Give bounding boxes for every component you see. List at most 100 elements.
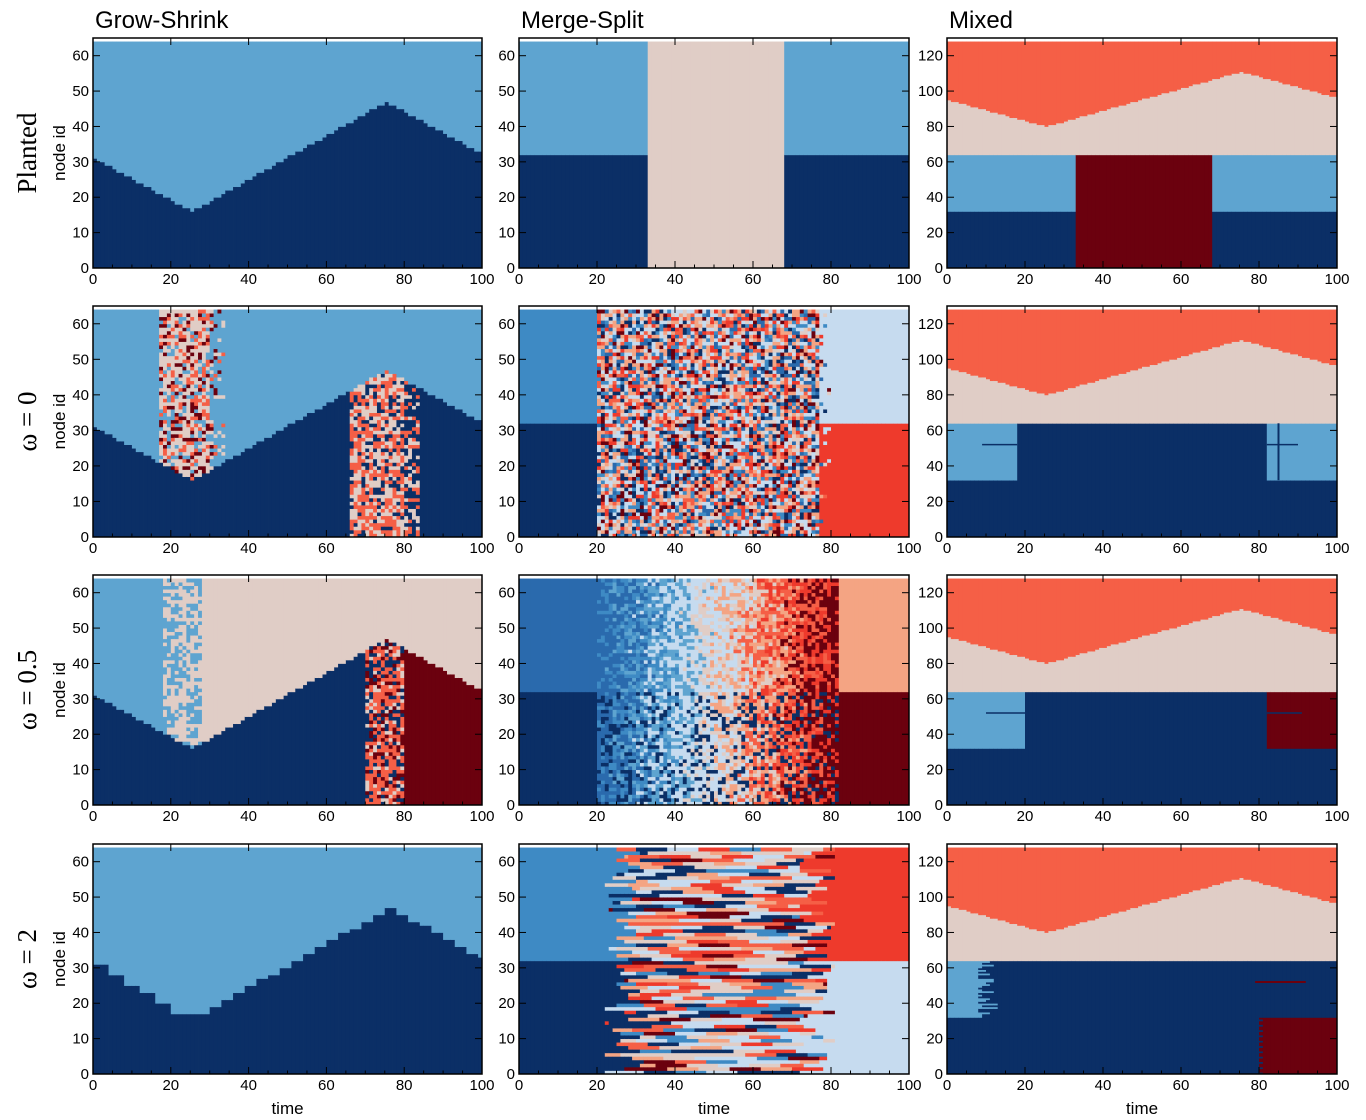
heatmap-cell [600, 473, 606, 477]
heatmap-cell [373, 391, 378, 399]
heatmap-cell [240, 183, 246, 269]
heatmap-cell [190, 433, 195, 438]
heatmap-cell [663, 412, 668, 421]
heatmap-cell [190, 320, 195, 332]
heatmap-cell [604, 448, 610, 453]
heatmap-cell [620, 352, 625, 357]
heatmap-cell [737, 366, 742, 371]
heatmap-cell [616, 412, 621, 417]
heatmap-cell [616, 337, 621, 342]
heatmap-cell [349, 480, 355, 485]
heatmap-cell [174, 391, 179, 396]
heatmap-cell [682, 533, 688, 538]
heatmap-cell [217, 337, 222, 342]
heatmap-cell [686, 512, 691, 517]
heatmap-cell [663, 526, 668, 531]
heatmap-cell [190, 380, 195, 385]
heatmap-cell [768, 501, 773, 506]
heatmap-cell [784, 398, 789, 403]
heatmap-cell [737, 362, 742, 367]
heatmap-cell [655, 455, 660, 460]
heatmap-cell [780, 362, 785, 367]
heatmap-cell [369, 469, 374, 474]
heatmap-cell [768, 320, 773, 325]
heatmap-cell [178, 316, 183, 325]
heatmap-cell [558, 423, 563, 538]
heatmap-cell [380, 519, 386, 524]
heatmap-cell [369, 437, 374, 442]
heatmap-cell [616, 462, 621, 467]
heatmap-cell [1208, 154, 1213, 269]
heatmap-cell [764, 384, 769, 389]
heatmap-cell [186, 327, 191, 332]
heatmap-cell [190, 426, 195, 431]
heatmap-cell [205, 337, 211, 342]
heatmap-cell [608, 437, 613, 442]
heatmap-cell [174, 355, 179, 360]
heatmap-cell [651, 465, 656, 474]
heatmap-cell [702, 423, 707, 428]
heatmap-cell [373, 469, 378, 477]
heatmap-cell [392, 469, 397, 477]
heatmap-cell [905, 41, 910, 156]
heatmap-cell [427, 394, 432, 538]
heatmap-cell [205, 320, 211, 328]
heatmap-cell [639, 519, 645, 524]
heatmap-cell [604, 320, 610, 325]
heatmap-cell [616, 505, 621, 513]
heatmap-cell [698, 430, 703, 435]
heatmap-cell [624, 320, 629, 325]
heatmap-cell [729, 515, 734, 520]
heatmap-cell [380, 377, 386, 382]
heatmap-cell [694, 334, 699, 339]
heatmap-cell [608, 519, 613, 524]
heatmap-cell [612, 380, 617, 385]
heatmap-cell [710, 522, 715, 527]
heatmap-cell [993, 211, 999, 269]
heatmap-cell [854, 154, 859, 269]
heatmap-cell [710, 465, 715, 470]
heatmap-cell [450, 41, 456, 138]
heatmap-cell [299, 41, 304, 152]
x-tick-label: 40 [667, 271, 684, 288]
heatmap-cell [772, 419, 777, 424]
heatmap-cell [1145, 41, 1151, 99]
heatmap-cell [597, 362, 602, 367]
heatmap-cell [772, 327, 777, 332]
heatmap-cell [639, 444, 645, 449]
heatmap-cell [1278, 82, 1283, 156]
heatmap-cell [376, 529, 382, 538]
heatmap-cell [737, 476, 742, 481]
heatmap-cell [655, 373, 660, 378]
heatmap-cell [1064, 41, 1069, 122]
heatmap-cell [686, 412, 691, 417]
heatmap-cell [632, 437, 637, 445]
heatmap-cell [717, 423, 723, 428]
heatmap-cell [760, 519, 766, 524]
heatmap-cell [694, 448, 699, 453]
heatmap-cell [411, 448, 417, 463]
heatmap-cell [213, 373, 218, 378]
heatmap-cell [376, 412, 382, 417]
heatmap-cell [624, 391, 629, 396]
heatmap-cell [655, 359, 660, 364]
heatmap-cell [365, 437, 370, 442]
heatmap-cell [772, 384, 777, 389]
heatmap-cell [1044, 154, 1049, 212]
heatmap-cell [659, 309, 664, 314]
heatmap-cell [159, 444, 164, 456]
heatmap-cell [1235, 211, 1240, 269]
heatmap-cell [1145, 154, 1151, 269]
heatmap-cell [353, 119, 358, 269]
heatmap-cell [400, 430, 405, 435]
heatmap-cell [400, 487, 405, 492]
heatmap-cell [1165, 154, 1170, 269]
heatmap-cell [163, 465, 168, 538]
heatmap-cell [717, 309, 723, 318]
heatmap-cell [667, 391, 672, 396]
heatmap-cell [811, 41, 816, 156]
heatmap-cell [365, 41, 370, 113]
heatmap-cell [663, 515, 668, 520]
heatmap-cell [376, 494, 382, 499]
heatmap-cell [756, 508, 762, 513]
